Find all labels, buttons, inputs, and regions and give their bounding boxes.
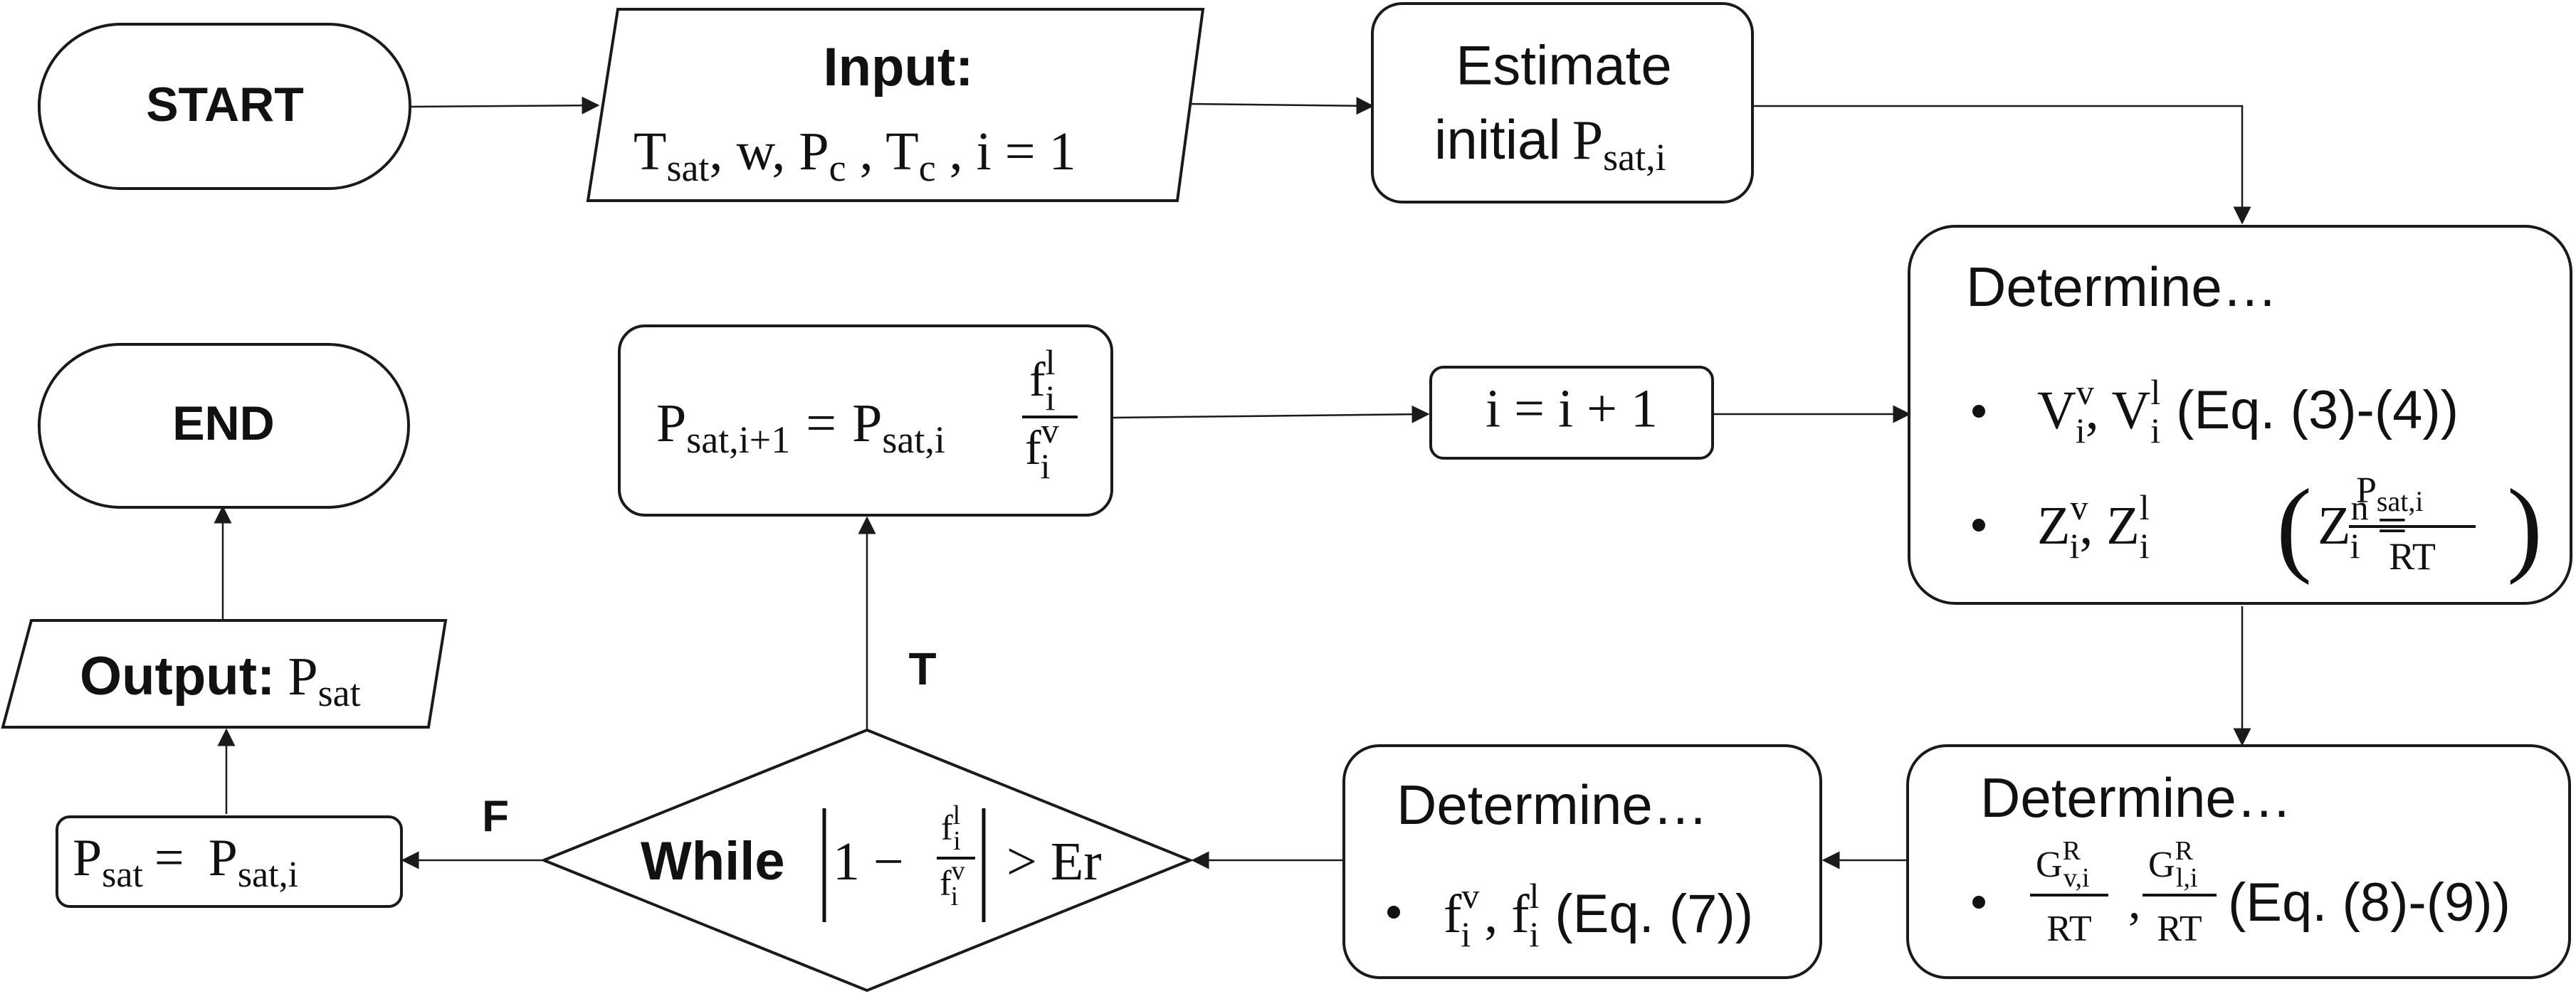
bullet-dot	[1972, 519, 1985, 532]
estimate-line1: Estimate	[1456, 34, 1671, 97]
determine-vz-title: Determine…	[1966, 255, 2278, 318]
update-psat-process: Psat,i+1 = Psat,i fl i fv i	[618, 324, 1113, 517]
determine-g-ref: (Eq. (8)-(9))	[2228, 872, 2511, 933]
bullet-dot	[1387, 906, 1400, 919]
g-l-numerator: GR l,i	[2148, 836, 2198, 893]
output-parallelogram: Output: Psat	[1, 619, 448, 729]
determine-vz-bullet2: Zv i, Zl i	[2037, 487, 2150, 566]
while-decision: While 1 − fl i fv i > Er	[540, 728, 1194, 993]
while-one-minus: 1 −	[833, 832, 904, 892]
input-title: Input:	[823, 37, 973, 97]
bullet-dot	[1972, 405, 1985, 418]
paren-left: (	[2276, 467, 2312, 586]
input-parallelogram: Input: Tsat, w, Pc , Tc , i = 1	[586, 8, 1205, 202]
g-v-numerator: GR v,i	[2036, 836, 2090, 893]
edge-start-to-input	[409, 96, 600, 115]
zn-denominator: RT	[2389, 535, 2436, 578]
edge-estimate-to-determine-vz	[1752, 105, 2251, 225]
end-label: END	[172, 396, 275, 450]
estimate-line2: initial Psat,i	[1434, 108, 1666, 179]
edge-input-to-estimate	[1188, 97, 1374, 115]
update-lhs: Psat,i+1 = Psat,i	[656, 393, 945, 461]
while-frac-num: fl i	[941, 800, 961, 856]
while-frac-den: fv i	[940, 856, 965, 911]
edges	[214, 96, 2251, 869]
determine-g-process: Determine… GR v,i RT , GR l,i RT (Eq. (8)-…	[1906, 744, 2571, 979]
increment-process: i = i + 1	[1429, 366, 1714, 460]
determine-vz-bullet1: Vv i, Vl i (Eq. (3)-(4))	[2037, 372, 2459, 450]
estimate-process: Estimate initial Psat,i	[1371, 2, 1754, 203]
bullet-dot	[1972, 896, 1985, 909]
determine-f-bullet: fv i , fl i (Eq. (7))	[1444, 876, 1753, 954]
start-terminal: START	[38, 23, 411, 190]
edge-update-to-increment	[1113, 405, 1430, 423]
assign-equation: Psat = Psat,i	[73, 829, 298, 895]
g-l-denominator: RT	[2157, 909, 2202, 949]
false-branch-label: F	[482, 792, 509, 841]
true-branch-label: T	[908, 643, 936, 694]
g-comma: ,	[2128, 874, 2141, 929]
while-comparison: > Er	[1006, 832, 1102, 892]
output-text: Output: Psat	[80, 646, 361, 714]
g-v-denominator: RT	[2046, 909, 2091, 949]
determine-f-process: Determine… fv i , fl i (Eq. (7))	[1342, 744, 1822, 979]
determine-g-title: Determine…	[1980, 766, 2292, 829]
start-label: START	[146, 78, 304, 132]
determine-vz-process: Determine… Vv i, Vl i (Eq. (3)-(4)) Zv i, Zl…	[1908, 225, 2572, 605]
paren-right: )	[2507, 467, 2543, 586]
update-frac-num: fl i	[1029, 342, 1056, 418]
assign-psat-process: Psat = Psat,i	[56, 815, 403, 908]
update-frac-den: fv i	[1025, 411, 1059, 486]
determine-f-title: Determine…	[1397, 773, 1708, 836]
end-terminal: END	[38, 343, 410, 509]
while-keyword: While	[641, 831, 785, 892]
input-params: Tsat, w, Pc , Tc , i = 1	[634, 122, 1076, 189]
zn-numerator: Psat,i	[2356, 470, 2423, 517]
increment-label: i = i + 1	[1486, 379, 1658, 438]
